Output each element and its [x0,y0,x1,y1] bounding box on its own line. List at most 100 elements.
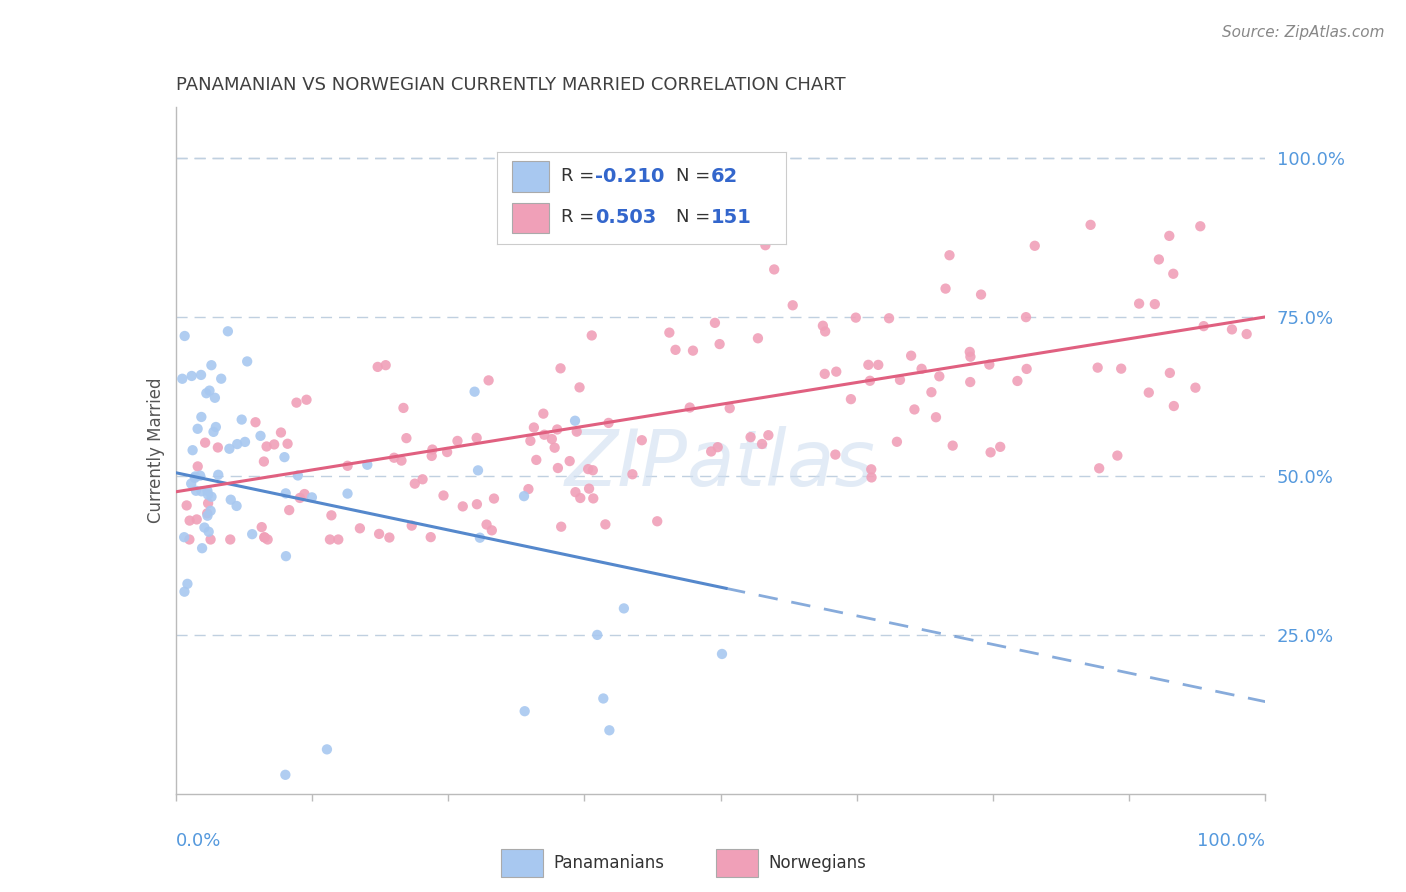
Point [558,454,581,468]
Point [195,386,218,401]
Point [782,298,804,312]
Point [436,445,458,459]
Point [1189,219,1212,234]
Point [356,458,378,472]
Point [195,507,218,521]
Point [845,310,868,325]
Point [598,416,620,430]
Point [219,533,242,547]
Point [592,691,614,706]
Y-axis label: Currently Married: Currently Married [146,377,165,524]
Point [1236,326,1258,341]
Point [401,518,423,533]
Point [422,442,444,457]
Point [382,450,405,465]
Point [404,476,426,491]
Point [378,531,401,545]
Point [703,316,725,330]
Point [321,508,343,523]
Point [278,503,301,517]
Text: 62: 62 [711,167,738,186]
Point [481,524,503,538]
Point [754,238,776,252]
Point [392,401,415,415]
Point [533,427,555,442]
Point [395,431,418,445]
Point [328,533,350,547]
Point [200,358,222,372]
Point [465,497,488,511]
Bar [501,849,543,877]
Point [336,486,359,500]
Point [839,392,862,406]
Point [1024,239,1046,253]
Point [1147,252,1170,267]
Point [682,343,704,358]
Point [253,530,276,544]
Text: PANAMANIAN VS NORWEGIAN CURRENTLY MARRIED CORRELATION CHART: PANAMANIAN VS NORWEGIAN CURRENTLY MARRIE… [176,77,845,95]
Point [903,402,925,417]
Point [740,430,762,444]
Point [218,442,240,456]
Point [184,483,207,498]
Point [274,768,297,782]
Point [564,414,586,428]
Text: R =: R = [561,168,600,186]
Point [613,601,636,615]
Point [273,450,295,465]
Point [205,420,228,434]
Point [1109,361,1132,376]
Point [464,384,486,399]
Text: Norwegians: Norwegians [768,854,866,872]
Point [172,372,194,386]
Point [368,527,391,541]
Text: ZIPatlas: ZIPatlas [565,426,876,502]
Point [432,488,454,502]
Point [1128,296,1150,310]
Point [181,443,204,458]
Point [564,485,586,500]
Text: 0.0%: 0.0% [176,831,221,850]
Text: Panamanians: Panamanians [554,854,664,872]
Point [942,439,965,453]
Point [709,337,731,351]
Point [700,444,723,458]
Point [336,458,359,473]
Point [718,401,741,416]
Point [200,533,222,547]
Point [814,367,837,381]
Point [197,488,219,502]
Point [550,361,572,376]
Point [287,468,309,483]
Point [374,358,396,372]
Point [217,324,239,338]
Point [959,375,981,389]
Point [200,490,222,504]
Text: Source: ZipAtlas.com: Source: ZipAtlas.com [1222,25,1385,40]
Point [197,496,219,510]
Point [219,492,242,507]
Point [658,326,681,340]
Point [595,517,617,532]
Point [543,441,565,455]
Point [263,437,285,451]
Point [467,463,489,477]
Point [301,491,323,505]
Point [209,372,232,386]
Point [197,508,219,523]
Point [860,462,883,476]
Point [513,704,536,718]
Point [1143,297,1166,311]
Point [860,470,883,484]
Point [540,432,562,446]
Point [226,437,249,451]
Point [173,584,195,599]
Point [285,395,308,409]
Point [1163,399,1185,413]
Point [747,331,769,345]
Text: R =: R = [561,208,600,226]
Point [319,533,342,547]
Point [295,392,318,407]
Point [468,531,491,545]
Point [225,499,247,513]
